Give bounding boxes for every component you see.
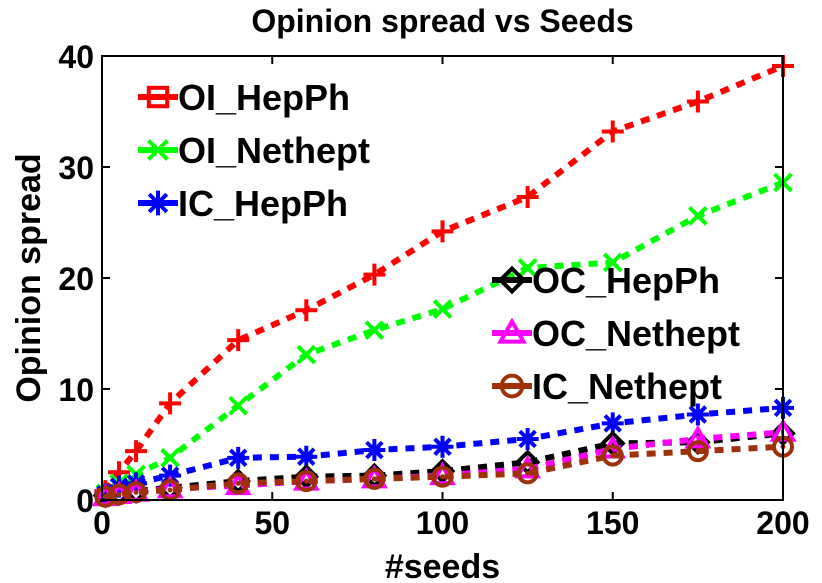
legend-entry-OC_HepPh: OC_HepPh	[492, 260, 720, 301]
legend-marker-IC_Nethept	[499, 373, 525, 399]
data-point-OI_Nethept-5	[296, 344, 317, 365]
x-tick-label-1: 50	[254, 505, 290, 541]
data-point-IC_HepPh-10	[686, 403, 709, 426]
data-point-OI_Nethept-4	[228, 395, 249, 416]
legend-marker-IC_HepPh	[145, 190, 171, 216]
data-point-OI_HepPh-7	[431, 220, 454, 243]
data-point-OI_Nethept-10	[688, 206, 708, 226]
y-axis-label: Opinion spread	[10, 153, 48, 402]
legend-marker-OC_Nethept	[497, 317, 527, 344]
legend-marker-OC_HepPh	[497, 265, 527, 295]
data-point-OI_HepPh-6	[363, 263, 386, 286]
y-tick-label-2: 20	[58, 261, 94, 297]
legend-marker-OI_Nethept	[147, 139, 169, 161]
data-point-IC_Nethept-5	[295, 470, 318, 493]
data-point-OI_HepPh-8	[516, 185, 539, 208]
data-point-OI_Nethept-9	[602, 252, 623, 273]
x-tick-label-3: 150	[586, 505, 639, 541]
data-point-OC_Nethept-10	[684, 424, 712, 449]
data-point-IC_HepPh-5	[295, 445, 318, 468]
data-point-IC_HepPh-7	[431, 435, 454, 458]
legend-entry-OI_HepPh: OI_HepPh	[138, 77, 350, 118]
x-axis-label: #seeds	[385, 548, 500, 583]
data-point-OI_HepPh-10	[686, 90, 709, 113]
data-point-OI_HepPh-3	[159, 392, 182, 415]
legend-entry-IC_Nethept: IC_Nethept	[492, 366, 722, 407]
data-point-OI_HepPh-5	[295, 299, 318, 322]
data-point-IC_Nethept-2	[125, 481, 148, 504]
data-point-IC_HepPh-9	[601, 412, 624, 435]
x-tick-label-2: 100	[416, 505, 469, 541]
data-point-IC_HepPh-8	[516, 427, 539, 450]
data-point-IC_Nethept-9	[601, 444, 624, 467]
series-line-OI_Nethept	[103, 179, 785, 496]
data-point-OI_HepPh-4	[227, 329, 250, 352]
data-point-IC_HepPh-6	[363, 439, 386, 462]
data-point-OI_Nethept-3	[160, 447, 180, 468]
data-point-OI_Nethept-6	[364, 320, 385, 340]
y-tick-label-0: 0	[76, 483, 94, 519]
data-point-OI_Nethept-8	[517, 258, 538, 278]
legend-label-OC_Nethept: OC_Nethept	[532, 313, 740, 354]
data-point-OI_HepPh-9	[601, 120, 624, 143]
x-tick-label-4: 200	[756, 505, 809, 541]
x-tick-label-0: 0	[93, 505, 111, 541]
data-point-IC_Nethept-0	[94, 485, 117, 508]
axes-layer: 0 50 100 150 200 0 10 20 30 40	[58, 39, 809, 541]
y-tick-label-1: 10	[58, 372, 94, 408]
data-point-IC_Nethept-7	[431, 465, 454, 488]
y-tick-label-4: 40	[58, 39, 94, 75]
legend-label-OI_HepPh: OI_HepPh	[178, 77, 350, 118]
series-layer	[91, 54, 797, 509]
legend-entry-IC_HepPh: IC_HepPh	[138, 183, 348, 224]
data-point-OI_Nethept-7	[432, 299, 453, 319]
legend-marker-OI_HepPh	[146, 85, 170, 109]
data-point-IC_Nethept-4	[227, 472, 250, 495]
series-line-OI_HepPh	[102, 63, 785, 493]
legend-entry-OI_Nethept: OI_Nethept	[138, 130, 370, 171]
legend-label-IC_Nethept: IC_Nethept	[532, 366, 722, 407]
data-point-OI_HepPh-2	[125, 440, 148, 463]
legend-label-OC_HepPh: OC_HepPh	[532, 260, 720, 301]
legend-layer: OI_HepPh OI_Nethept IC_HepPh OC_HepPh OC_Net…	[138, 77, 740, 407]
data-point-IC_Nethept-8	[516, 462, 539, 485]
legend-label-OI_Nethept: OI_Nethept	[178, 130, 370, 171]
series-line-IC_HepPh	[103, 404, 784, 498]
legend-entry-OC_Nethept: OC_Nethept	[492, 313, 740, 354]
chart-title: Opinion spread vs Seeds	[251, 3, 633, 39]
data-point-IC_Nethept-10	[686, 440, 709, 463]
data-point-IC_Nethept-6	[363, 467, 386, 490]
legend-label-IC_HepPh: IC_HepPh	[178, 183, 348, 224]
data-point-IC_HepPh-4	[227, 446, 250, 469]
y-tick-label-3: 30	[58, 150, 94, 186]
